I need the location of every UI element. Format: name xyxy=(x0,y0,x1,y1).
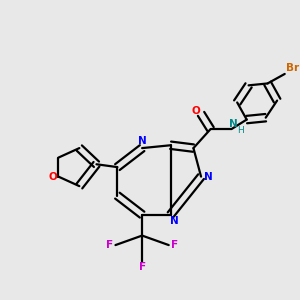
Text: F: F xyxy=(106,240,113,250)
Text: Br: Br xyxy=(286,63,299,73)
Text: O: O xyxy=(49,172,58,182)
Text: F: F xyxy=(171,240,178,250)
Text: N: N xyxy=(170,216,178,226)
Text: N: N xyxy=(204,172,213,182)
Text: H: H xyxy=(237,126,244,135)
Text: N: N xyxy=(229,119,237,129)
Text: F: F xyxy=(139,262,146,272)
Text: O: O xyxy=(191,106,200,116)
Text: N: N xyxy=(138,136,146,146)
